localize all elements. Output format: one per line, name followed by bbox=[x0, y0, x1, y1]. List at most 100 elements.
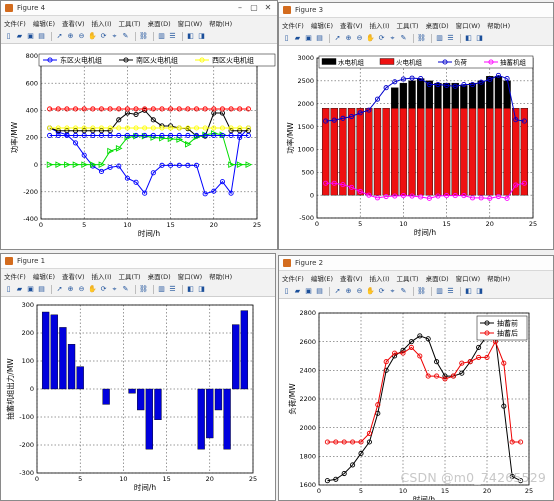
menu-item[interactable]: 编辑(E) bbox=[32, 19, 55, 28]
link-icon[interactable]: ⛓ bbox=[417, 33, 426, 42]
datacursor-icon[interactable]: ⌖ bbox=[112, 31, 117, 40]
zoom-in-icon[interactable]: ⊕ bbox=[345, 33, 352, 42]
pan-icon[interactable]: ✋ bbox=[366, 33, 375, 42]
menu-item[interactable]: 工具(T) bbox=[396, 21, 419, 30]
new-icon[interactable]: ▯ bbox=[284, 33, 289, 42]
menu-item[interactable]: 帮助(H) bbox=[209, 19, 233, 28]
legend-icon[interactable]: ☰ bbox=[169, 31, 176, 40]
colorbar-icon[interactable]: ▥ bbox=[158, 31, 165, 40]
show-tools-icon[interactable]: ◨ bbox=[476, 33, 483, 42]
menu-item[interactable]: 工具(T) bbox=[396, 274, 419, 283]
open-icon[interactable]: ▰ bbox=[294, 33, 301, 42]
menu-item[interactable]: 工具(T) bbox=[118, 272, 141, 281]
menu-item[interactable]: 插入(I) bbox=[91, 19, 112, 28]
save-icon[interactable]: ▣ bbox=[27, 31, 34, 40]
rotate-icon[interactable]: ⟳ bbox=[100, 31, 107, 40]
legend-icon[interactable]: ☰ bbox=[169, 284, 176, 293]
menu-item[interactable]: 帮助(H) bbox=[487, 274, 511, 283]
menu-item[interactable]: 编辑(E) bbox=[310, 21, 333, 30]
legend-icon[interactable]: ☰ bbox=[447, 286, 454, 295]
show-tools-icon[interactable]: ◨ bbox=[198, 31, 205, 40]
menu-item[interactable]: 桌面(D) bbox=[147, 19, 171, 28]
new-icon[interactable]: ▯ bbox=[6, 31, 11, 40]
zoom-out-icon[interactable]: ⊖ bbox=[356, 33, 363, 42]
colorbar-icon[interactable]: ▥ bbox=[436, 286, 443, 295]
colorbar-icon[interactable]: ▥ bbox=[436, 33, 443, 42]
figure4-titlebar[interactable]: Figure 4 – ▢ ✕ bbox=[1, 1, 277, 16]
menu-item[interactable]: 窗口(W) bbox=[177, 19, 203, 28]
colorbar-icon[interactable]: ▥ bbox=[158, 284, 165, 293]
menu-item[interactable]: 查看(V) bbox=[340, 274, 363, 283]
pointer-icon[interactable]: ➚ bbox=[56, 284, 63, 293]
menu-item[interactable]: 窗口(W) bbox=[455, 274, 481, 283]
save-icon[interactable]: ▣ bbox=[27, 284, 34, 293]
link-icon[interactable]: ⛓ bbox=[139, 284, 148, 293]
maximize-icon[interactable]: ▢ bbox=[250, 3, 258, 12]
open-icon[interactable]: ▰ bbox=[294, 286, 301, 295]
save-icon[interactable]: ▣ bbox=[305, 286, 312, 295]
menu-item[interactable]: 工具(T) bbox=[118, 19, 141, 28]
menu-item[interactable]: 查看(V) bbox=[62, 19, 85, 28]
menu-item[interactable]: 编辑(E) bbox=[310, 274, 333, 283]
brush-icon[interactable]: ✎ bbox=[122, 284, 129, 293]
menu-item[interactable]: 编辑(E) bbox=[32, 272, 55, 281]
datacursor-icon[interactable]: ⌖ bbox=[390, 286, 395, 295]
zoom-in-icon[interactable]: ⊕ bbox=[345, 286, 352, 295]
menu-item[interactable]: 帮助(H) bbox=[487, 21, 511, 30]
figure3-titlebar[interactable]: Figure 3 bbox=[279, 3, 553, 18]
new-icon[interactable]: ▯ bbox=[284, 286, 289, 295]
menu-item[interactable]: 帮助(H) bbox=[209, 272, 233, 281]
open-icon[interactable]: ▰ bbox=[16, 284, 23, 293]
open-icon[interactable]: ▰ bbox=[16, 31, 23, 40]
new-icon[interactable]: ▯ bbox=[6, 284, 11, 293]
hide-tools-icon[interactable]: ◧ bbox=[187, 284, 194, 293]
menu-item[interactable]: 插入(I) bbox=[369, 21, 390, 30]
menu-item[interactable]: 文件(F) bbox=[4, 272, 26, 281]
zoom-in-icon[interactable]: ⊕ bbox=[67, 31, 74, 40]
figure2-titlebar[interactable]: Figure 2 bbox=[279, 256, 553, 271]
hide-tools-icon[interactable]: ◧ bbox=[465, 286, 472, 295]
menu-item[interactable]: 桌面(D) bbox=[425, 21, 449, 30]
print-icon[interactable]: ▤ bbox=[38, 284, 45, 293]
print-icon[interactable]: ▤ bbox=[316, 286, 323, 295]
save-icon[interactable]: ▣ bbox=[305, 33, 312, 42]
show-tools-icon[interactable]: ◨ bbox=[198, 284, 205, 293]
datacursor-icon[interactable]: ⌖ bbox=[390, 33, 395, 42]
rotate-icon[interactable]: ⟳ bbox=[100, 284, 107, 293]
pan-icon[interactable]: ✋ bbox=[366, 286, 375, 295]
menu-item[interactable]: 查看(V) bbox=[62, 272, 85, 281]
menu-item[interactable]: 文件(F) bbox=[4, 19, 26, 28]
brush-icon[interactable]: ✎ bbox=[400, 33, 407, 42]
link-icon[interactable]: ⛓ bbox=[417, 286, 426, 295]
menu-item[interactable]: 插入(I) bbox=[369, 274, 390, 283]
menu-item[interactable]: 查看(V) bbox=[340, 21, 363, 30]
brush-icon[interactable]: ✎ bbox=[122, 31, 129, 40]
pointer-icon[interactable]: ➚ bbox=[56, 31, 63, 40]
hide-tools-icon[interactable]: ◧ bbox=[465, 33, 472, 42]
print-icon[interactable]: ▤ bbox=[38, 31, 45, 40]
link-icon[interactable]: ⛓ bbox=[139, 31, 148, 40]
legend-icon[interactable]: ☰ bbox=[447, 33, 454, 42]
zoom-out-icon[interactable]: ⊖ bbox=[78, 284, 85, 293]
rotate-icon[interactable]: ⟳ bbox=[378, 33, 385, 42]
menu-item[interactable]: 文件(F) bbox=[282, 274, 304, 283]
pointer-icon[interactable]: ➚ bbox=[334, 33, 341, 42]
minimize-icon[interactable]: – bbox=[238, 3, 242, 12]
rotate-icon[interactable]: ⟳ bbox=[378, 286, 385, 295]
show-tools-icon[interactable]: ◨ bbox=[476, 286, 483, 295]
pointer-icon[interactable]: ➚ bbox=[334, 286, 341, 295]
menu-item[interactable]: 桌面(D) bbox=[425, 274, 449, 283]
zoom-in-icon[interactable]: ⊕ bbox=[67, 284, 74, 293]
close-icon[interactable]: ✕ bbox=[264, 3, 272, 12]
pan-icon[interactable]: ✋ bbox=[88, 284, 97, 293]
print-icon[interactable]: ▤ bbox=[316, 33, 323, 42]
menu-item[interactable]: 文件(F) bbox=[282, 21, 304, 30]
hide-tools-icon[interactable]: ◧ bbox=[187, 31, 194, 40]
zoom-out-icon[interactable]: ⊖ bbox=[78, 31, 85, 40]
figure1-titlebar[interactable]: Figure 1 bbox=[1, 254, 275, 269]
datacursor-icon[interactable]: ⌖ bbox=[112, 284, 117, 293]
pan-icon[interactable]: ✋ bbox=[88, 31, 97, 40]
menu-item[interactable]: 窗口(W) bbox=[455, 21, 481, 30]
zoom-out-icon[interactable]: ⊖ bbox=[356, 286, 363, 295]
menu-item[interactable]: 插入(I) bbox=[91, 272, 112, 281]
